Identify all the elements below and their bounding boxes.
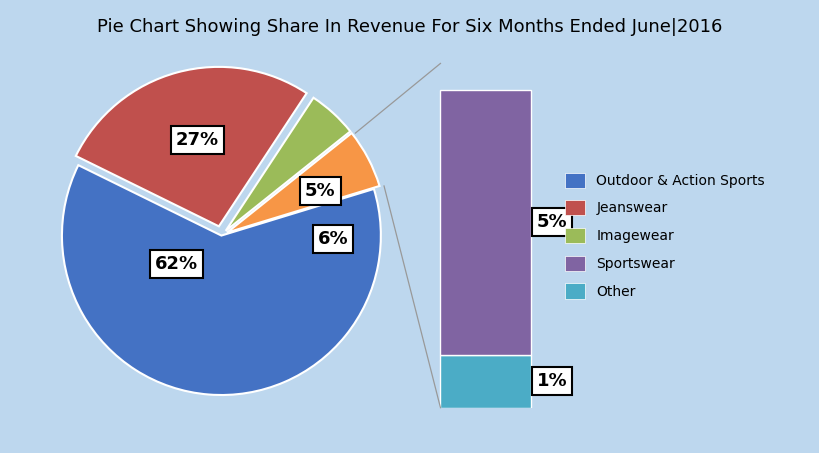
Text: 27%: 27% [176, 131, 219, 149]
Text: 6%: 6% [317, 230, 348, 248]
Text: 1%: 1% [536, 372, 567, 390]
Text: Pie Chart Showing Share In Revenue For Six Months Ended June|2016: Pie Chart Showing Share In Revenue For S… [97, 18, 722, 36]
Text: 5%: 5% [536, 213, 567, 231]
Legend: Outdoor & Action Sports, Jeanswear, Imagewear, Sportswear, Other: Outdoor & Action Sports, Jeanswear, Imag… [563, 173, 764, 299]
Wedge shape [62, 165, 380, 395]
Wedge shape [75, 67, 306, 226]
Bar [440, 90, 531, 355]
Text: 5%: 5% [305, 182, 335, 200]
Wedge shape [227, 133, 379, 232]
Wedge shape [225, 98, 350, 231]
Text: 62%: 62% [155, 255, 198, 273]
Bar [440, 355, 531, 408]
